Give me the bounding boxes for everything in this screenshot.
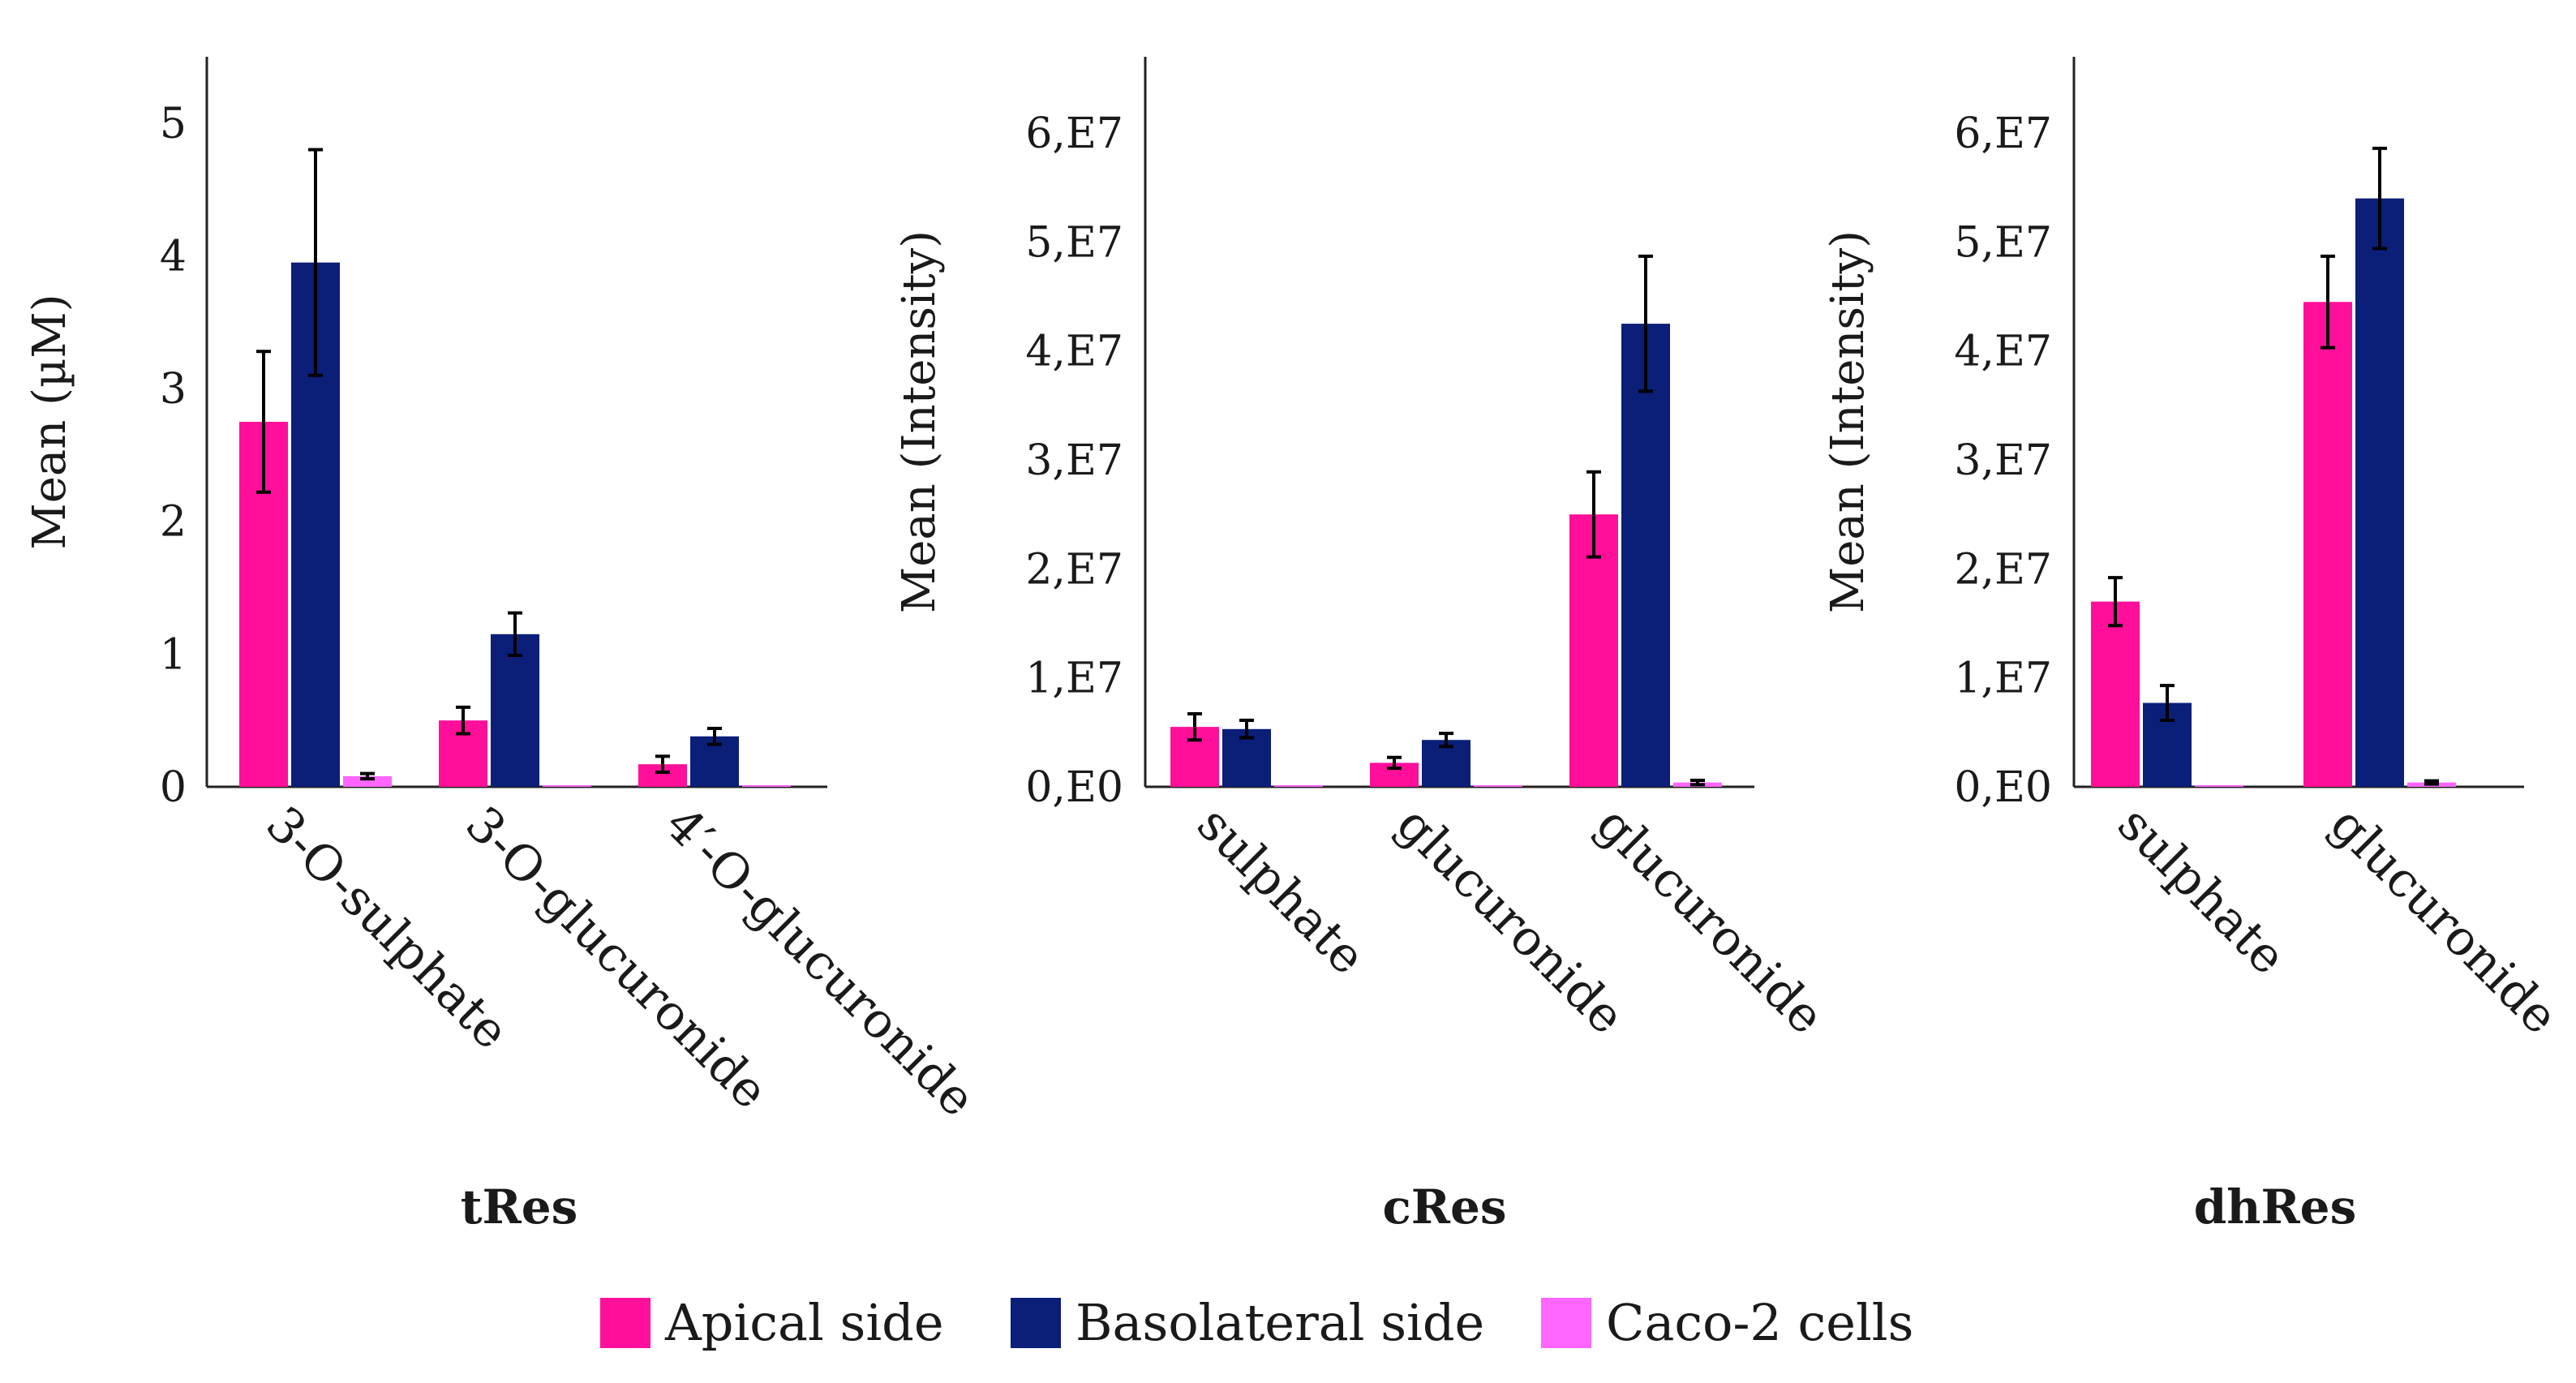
bar: [1621, 324, 1670, 787]
y-tick-label: 5,E7: [1025, 218, 1123, 267]
y-tick-label: 5,E7: [1954, 218, 2052, 267]
y-tick-label: 6,E7: [1954, 110, 2052, 158]
y-tick-label: 2,E7: [1954, 545, 2052, 594]
bar: [343, 775, 392, 787]
category-label: glucuronide: [2319, 796, 2569, 1046]
y-tick-label: 3: [160, 365, 187, 414]
bar: [2091, 601, 2140, 787]
legend-swatch-caco2: [1541, 1298, 1591, 1348]
y-tick-label: 4,E7: [1954, 328, 2052, 376]
bar: [2355, 198, 2404, 788]
panel-title: cRes: [1382, 1179, 1506, 1235]
bar: [1274, 784, 1323, 787]
bar: [1474, 785, 1522, 787]
y-axis-title: Mean (Intensity): [1822, 230, 1874, 613]
legend: Apical side Basolateral side Caco-2 cell…: [600, 1293, 1913, 1352]
y-tick-label: 1: [160, 630, 187, 679]
y-tick-label: 1,E7: [1025, 655, 1123, 703]
category-label: sulphate: [1186, 796, 1376, 986]
y-tick-label: 0,E0: [1954, 763, 2052, 812]
panel-title: dhRes: [2194, 1179, 2356, 1235]
y-axis-title: Mean (Intensity): [893, 230, 946, 613]
panel-cres: 0,E0 1,E7 2,E7 3,E7 4,E7 5,E7 6,E7 Mean (Intens…: [893, 57, 1835, 1235]
bar: [2303, 302, 2352, 788]
y-tick-label: 6,E7: [1025, 110, 1123, 158]
y-tick-label: 3,E7: [1025, 436, 1123, 485]
bar: [491, 634, 539, 787]
bar: [1569, 514, 1618, 787]
panel-dhres: 0,E0 1,E7 2,E7 3,E7 4,E7 5,E7 6,E7 Mean (Intens…: [1822, 57, 2569, 1235]
y-tick-label: 1,E7: [1954, 655, 2052, 703]
y-tick-label: 5: [160, 100, 187, 148]
y-tick-label: 2: [160, 498, 187, 547]
y-tick-label: 4,E7: [1025, 328, 1123, 376]
category-label: sulphate: [2106, 796, 2296, 986]
bar: [2195, 784, 2243, 787]
bar: [742, 785, 791, 787]
legend-label-caco2: Caco-2 cells: [1606, 1293, 1913, 1352]
y-tick-label: 3,E7: [1954, 436, 2052, 485]
y-tick-label: 4: [160, 232, 187, 281]
legend-label-basolateral: Basolateral side: [1075, 1293, 1484, 1352]
legend-swatch-basolateral: [1011, 1298, 1061, 1348]
panel-title: tRes: [461, 1179, 578, 1235]
y-tick-label: 0,E0: [1025, 763, 1123, 812]
bar: [543, 785, 591, 787]
y-tick-label: 2,E7: [1025, 545, 1123, 594]
legend-label-apical: Apical side: [664, 1293, 944, 1352]
y-axis-title: Mean (µM): [24, 294, 76, 549]
y-tick-label: 0: [160, 763, 187, 812]
legend-swatch-apical: [600, 1298, 650, 1348]
